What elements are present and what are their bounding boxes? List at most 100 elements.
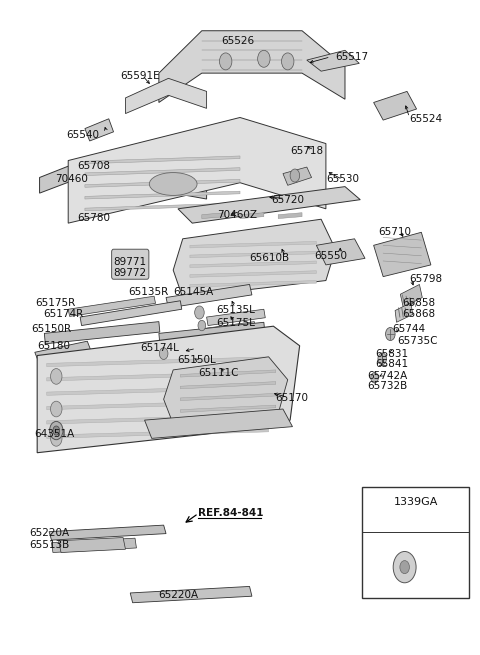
Text: 65831: 65831 [375, 348, 408, 358]
Text: 65150L: 65150L [177, 355, 216, 365]
Circle shape [49, 421, 63, 440]
Text: 1339GA: 1339GA [394, 496, 438, 507]
Polygon shape [307, 50, 360, 71]
Text: 65180: 65180 [37, 341, 70, 352]
Polygon shape [173, 219, 336, 297]
Text: 65610B: 65610B [250, 253, 289, 263]
Text: 65175L: 65175L [216, 318, 255, 328]
Polygon shape [130, 586, 252, 603]
Polygon shape [85, 203, 240, 211]
Text: 65524: 65524 [409, 114, 443, 124]
Circle shape [281, 53, 294, 70]
Polygon shape [159, 31, 345, 102]
Circle shape [53, 426, 60, 435]
Text: 65517: 65517 [336, 52, 369, 62]
Text: 65540: 65540 [66, 130, 99, 140]
Text: 65798: 65798 [409, 274, 443, 284]
Text: 65868: 65868 [402, 309, 435, 320]
Polygon shape [59, 538, 125, 553]
Polygon shape [283, 167, 312, 185]
FancyBboxPatch shape [112, 250, 149, 279]
Text: 65550: 65550 [314, 251, 347, 261]
Polygon shape [190, 280, 316, 287]
Polygon shape [316, 239, 365, 265]
Text: 65742A: 65742A [367, 371, 407, 381]
Polygon shape [47, 386, 269, 396]
Text: 65150R: 65150R [31, 324, 71, 335]
Polygon shape [47, 400, 269, 409]
Polygon shape [147, 345, 184, 360]
Polygon shape [49, 525, 166, 540]
Circle shape [50, 430, 62, 446]
Text: 65780: 65780 [78, 213, 111, 223]
Text: 65513B: 65513B [29, 540, 69, 550]
Polygon shape [85, 191, 240, 199]
Polygon shape [395, 303, 413, 322]
Text: 65170: 65170 [275, 393, 308, 403]
Polygon shape [206, 309, 265, 326]
Text: 65732B: 65732B [367, 381, 407, 391]
Circle shape [400, 561, 409, 574]
Polygon shape [85, 179, 240, 187]
Text: 65220A: 65220A [158, 590, 198, 600]
Text: 65591E: 65591E [120, 71, 160, 81]
Polygon shape [240, 213, 264, 219]
Text: 65710: 65710 [378, 227, 411, 237]
Polygon shape [68, 296, 156, 316]
Circle shape [50, 402, 62, 417]
Polygon shape [180, 405, 276, 412]
Circle shape [198, 320, 205, 331]
Polygon shape [85, 119, 114, 141]
Polygon shape [80, 301, 182, 326]
Polygon shape [180, 370, 276, 377]
Polygon shape [39, 160, 206, 199]
Polygon shape [190, 271, 316, 277]
Polygon shape [278, 213, 302, 219]
Text: 70460Z: 70460Z [217, 210, 258, 219]
Bar [362, 487, 469, 598]
Polygon shape [47, 414, 269, 424]
Polygon shape [400, 284, 422, 307]
Text: 65135L: 65135L [216, 305, 255, 315]
Text: 89772: 89772 [114, 269, 147, 278]
Polygon shape [190, 251, 316, 257]
Circle shape [258, 50, 270, 67]
Circle shape [393, 552, 416, 583]
Text: 89771: 89771 [114, 257, 147, 267]
Circle shape [159, 348, 168, 360]
Text: 65175R: 65175R [36, 299, 76, 309]
Text: 65145A: 65145A [173, 288, 214, 297]
Polygon shape [373, 233, 431, 276]
Circle shape [385, 328, 395, 341]
Polygon shape [159, 322, 265, 344]
Text: 65858: 65858 [402, 299, 435, 309]
Polygon shape [166, 284, 252, 308]
Polygon shape [85, 168, 240, 176]
Text: 65174L: 65174L [140, 343, 179, 353]
Polygon shape [37, 326, 300, 453]
Polygon shape [180, 382, 276, 389]
Text: 65111C: 65111C [199, 368, 239, 378]
Circle shape [378, 353, 386, 365]
Text: 65708: 65708 [77, 161, 110, 172]
Circle shape [50, 369, 62, 384]
Text: 65220A: 65220A [29, 528, 69, 538]
Polygon shape [178, 187, 360, 223]
Polygon shape [47, 428, 269, 438]
Polygon shape [44, 322, 160, 344]
Polygon shape [164, 357, 288, 424]
Polygon shape [164, 354, 251, 371]
Text: 65530: 65530 [326, 174, 359, 185]
Text: 65735C: 65735C [397, 335, 438, 346]
Text: 64351A: 64351A [34, 429, 74, 439]
Polygon shape [190, 261, 316, 267]
Text: 65174R: 65174R [43, 309, 83, 320]
Polygon shape [144, 409, 292, 438]
Circle shape [219, 53, 232, 70]
Polygon shape [202, 213, 226, 219]
Polygon shape [68, 117, 326, 223]
Text: 70460: 70460 [55, 174, 88, 185]
Polygon shape [47, 371, 269, 381]
Polygon shape [190, 242, 316, 248]
Text: 65720: 65720 [271, 195, 304, 204]
